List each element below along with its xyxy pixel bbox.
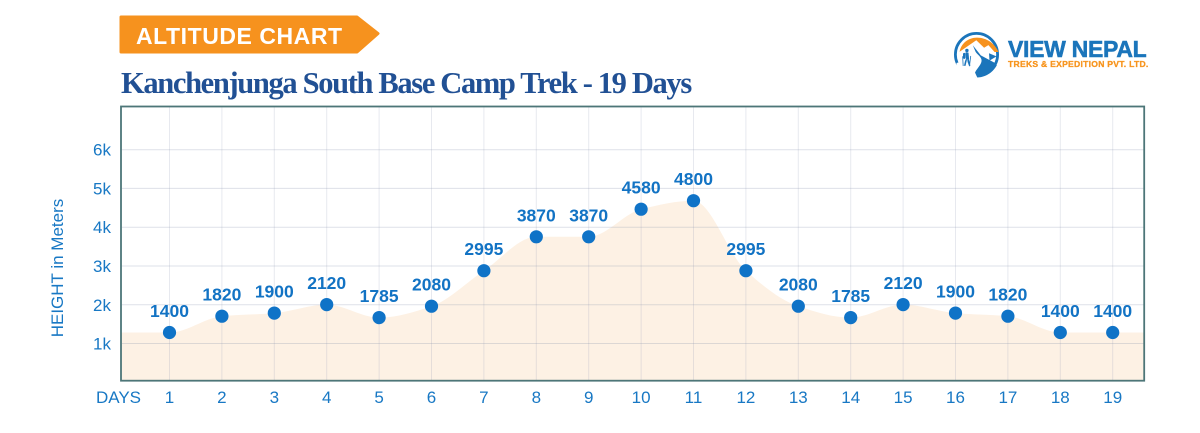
svg-text:1820: 1820 — [202, 285, 241, 305]
svg-text:2080: 2080 — [412, 275, 451, 295]
svg-text:9: 9 — [584, 388, 593, 407]
svg-text:14: 14 — [841, 388, 860, 407]
svg-text:11: 11 — [685, 388, 703, 407]
svg-text:1400: 1400 — [150, 301, 189, 321]
svg-text:19: 19 — [1103, 388, 1122, 407]
svg-text:4580: 4580 — [622, 178, 661, 198]
svg-text:15: 15 — [894, 388, 913, 407]
svg-text:2120: 2120 — [884, 273, 923, 293]
svg-text:1400: 1400 — [1041, 301, 1080, 321]
svg-text:4: 4 — [322, 388, 331, 407]
svg-text:6: 6 — [427, 388, 436, 407]
svg-text:10: 10 — [632, 388, 651, 407]
svg-text:7: 7 — [479, 388, 488, 407]
svg-text:2080: 2080 — [779, 275, 818, 295]
svg-text:8: 8 — [532, 388, 541, 407]
svg-text:DAYS: DAYS — [96, 388, 141, 407]
svg-text:2995: 2995 — [464, 239, 503, 259]
svg-text:5k: 5k — [93, 179, 111, 198]
svg-text:1900: 1900 — [255, 282, 294, 302]
svg-text:1900: 1900 — [936, 282, 975, 302]
svg-text:1820: 1820 — [988, 285, 1027, 305]
svg-text:17: 17 — [998, 388, 1017, 407]
svg-text:5: 5 — [374, 388, 383, 407]
svg-text:1785: 1785 — [360, 286, 399, 306]
svg-text:13: 13 — [789, 388, 808, 407]
svg-text:18: 18 — [1051, 388, 1070, 407]
svg-text:2: 2 — [217, 388, 226, 407]
svg-text:6k: 6k — [93, 141, 111, 160]
svg-text:1400: 1400 — [1093, 301, 1132, 321]
svg-text:2995: 2995 — [726, 239, 765, 259]
svg-text:4800: 4800 — [674, 169, 713, 189]
svg-text:1: 1 — [165, 388, 174, 407]
svg-text:3: 3 — [270, 388, 279, 407]
svg-text:1785: 1785 — [831, 286, 870, 306]
svg-text:2k: 2k — [93, 296, 111, 315]
svg-text:12: 12 — [736, 388, 755, 407]
svg-text:3k: 3k — [93, 257, 111, 276]
svg-text:1k: 1k — [93, 335, 111, 354]
svg-text:16: 16 — [946, 388, 965, 407]
svg-text:3870: 3870 — [517, 205, 556, 225]
svg-text:4k: 4k — [93, 218, 111, 237]
svg-text:2120: 2120 — [307, 273, 346, 293]
svg-text:3870: 3870 — [569, 205, 608, 225]
svg-text:HEIGHT in Meters: HEIGHT in Meters — [48, 199, 67, 338]
